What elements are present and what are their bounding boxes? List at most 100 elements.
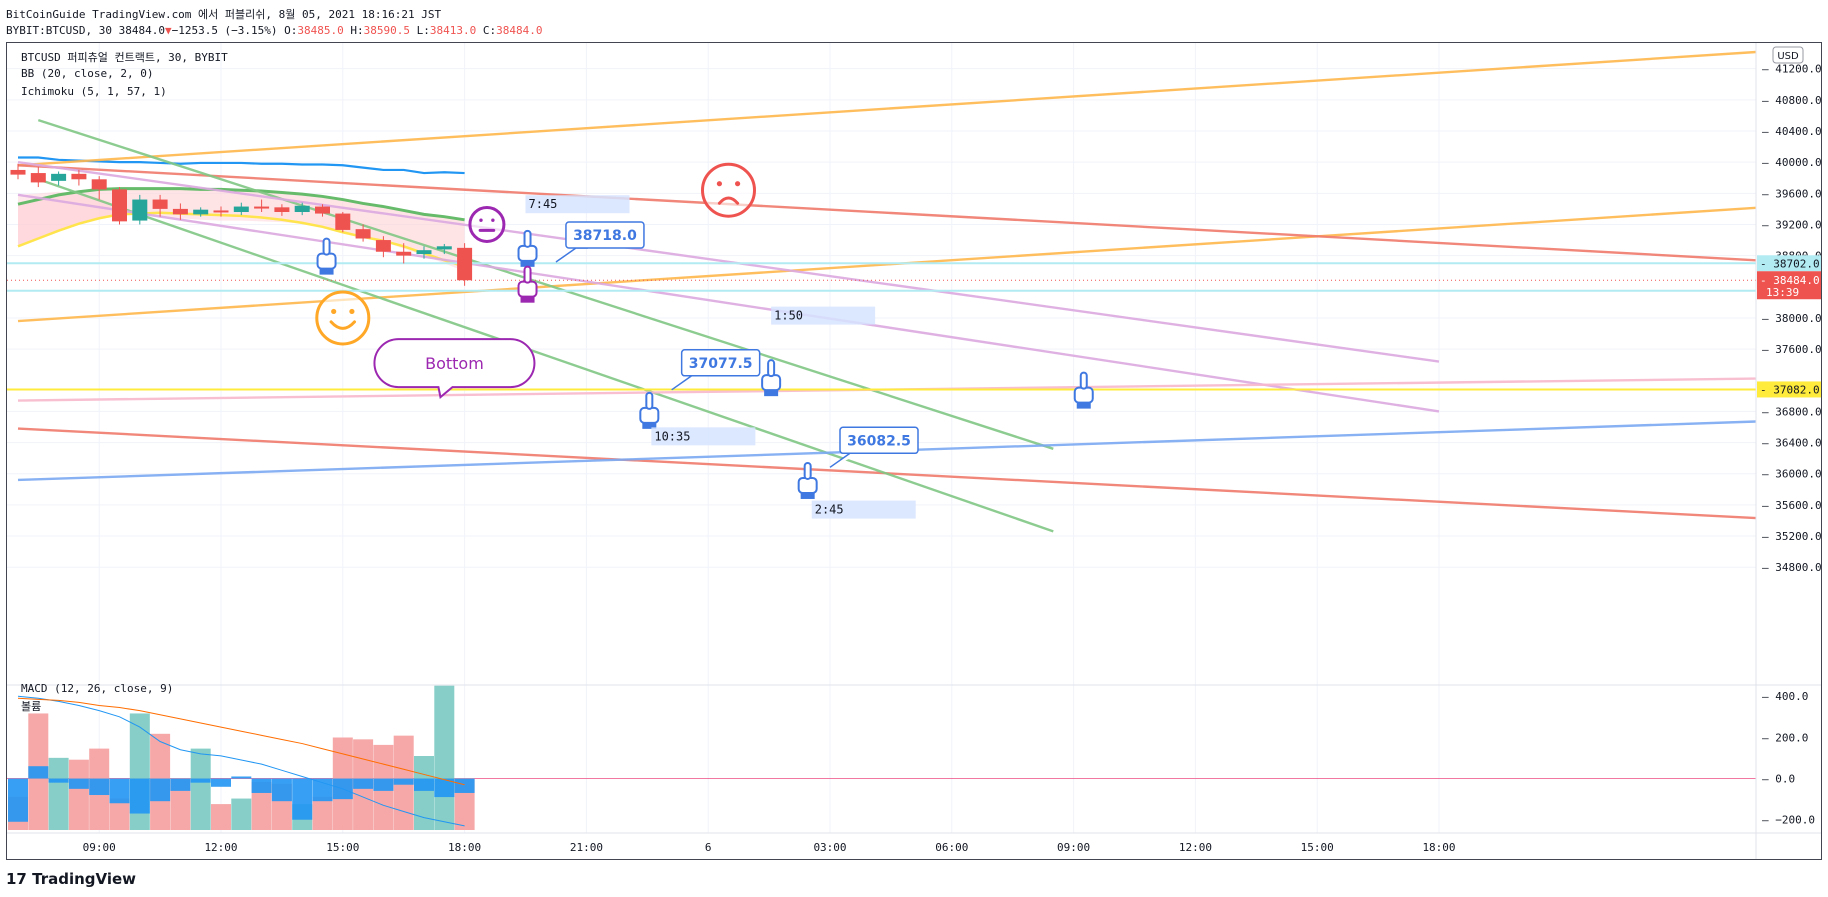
time-range-box[interactable]: 10:35 [651, 427, 756, 446]
price-change: −1253.5 (−3.15%) [171, 24, 278, 37]
macd-histogram-bar [292, 778, 313, 820]
volume-bar [211, 804, 231, 830]
candle-body[interactable] [315, 206, 330, 214]
hand-pointer-icon[interactable] [761, 359, 782, 397]
trend-line[interactable] [17, 164, 1757, 262]
candle-body[interactable] [457, 247, 473, 281]
time-range-box[interactable]: 2:45 [811, 500, 916, 519]
candle-body[interactable] [274, 207, 290, 213]
time-tick-label: 09:00 [1057, 841, 1090, 854]
candle-body[interactable] [152, 199, 168, 209]
trend-line[interactable] [37, 178, 1054, 533]
tradingview-logo[interactable]: 17 TradingView [6, 870, 136, 888]
trend-line[interactable] [17, 160, 1440, 363]
hand-cuff [520, 296, 535, 303]
macd-legend[interactable]: MACD (12, 26, close, 9) [21, 682, 174, 695]
macd-histogram-bar [190, 778, 211, 783]
emoji-eye [716, 181, 723, 187]
high-value: 38590.5 [363, 24, 411, 37]
hand-palm [517, 244, 538, 262]
candle-body[interactable] [172, 208, 188, 215]
time-range-box[interactable]: 7:45 [525, 195, 630, 214]
candle-body[interactable] [91, 179, 107, 190]
price-callout[interactable]: 37077.5 [671, 349, 761, 391]
candle-body[interactable] [30, 173, 46, 183]
price-callout[interactable]: 36082.5 [829, 426, 919, 468]
level-price-label: - 38702.0 [1760, 257, 1820, 270]
trend-line[interactable] [17, 206, 1757, 323]
candle-body[interactable] [335, 213, 351, 230]
trend-line[interactable] [17, 50, 1757, 167]
macd-signal-line[interactable] [17, 697, 465, 786]
price-tick-label: — 40800.0 [1762, 94, 1821, 107]
macd-histogram-bar [434, 778, 455, 798]
candle-body[interactable] [396, 251, 412, 256]
candle-body[interactable] [294, 205, 310, 213]
time-box-label: 10:35 [654, 429, 690, 443]
hand-finger [645, 391, 654, 410]
volume-legend[interactable]: 볼륨 [21, 700, 42, 713]
candle-body[interactable] [416, 250, 432, 255]
time-tick-label: 12:00 [204, 841, 237, 854]
sad-face-icon[interactable] [701, 162, 756, 218]
candle-body[interactable] [132, 199, 148, 221]
emoji-eye [349, 308, 355, 315]
candle-body[interactable] [213, 210, 229, 213]
volume-bar [48, 757, 69, 830]
currency-badge[interactable] [1772, 46, 1804, 64]
last-price-badge[interactable] [1757, 271, 1821, 300]
price-callout[interactable]: 38718.0 [555, 221, 645, 263]
candle-body[interactable] [436, 246, 452, 250]
price-tick-label: — 39200.0 [1762, 218, 1821, 231]
down-arrow-icon: ▼ [164, 24, 172, 37]
macd-histogram-bar [373, 778, 394, 791]
hand-finger [523, 265, 532, 284]
macd-histogram-bar [8, 778, 28, 822]
bb-legend[interactable]: BB (20, close, 2, 0) [21, 67, 154, 80]
callout-pointer [555, 247, 588, 263]
close-value: 38484.0 [496, 24, 543, 37]
hand-palm [797, 476, 818, 494]
hand-cuff [764, 390, 779, 397]
price-tick-label: — 34800.0 [1762, 561, 1821, 574]
volume-bar [312, 796, 333, 830]
trend-line[interactable] [17, 193, 1440, 413]
hand-pointer-icon[interactable] [639, 391, 660, 429]
symbol-legend[interactable]: BTCUSD 퍼피츄얼 컨트랙트, 30, BYBIT [21, 51, 228, 64]
hand-cuff [520, 260, 535, 267]
candle-body[interactable] [51, 173, 67, 181]
hand-pointer-icon[interactable] [517, 229, 538, 267]
time-box-bg [771, 306, 876, 325]
macd-histogram-bar [271, 778, 292, 802]
candle-body[interactable] [254, 206, 270, 209]
time-range-box[interactable]: 1:50 [771, 306, 876, 325]
candle-body[interactable] [10, 169, 26, 175]
speech-bubble-text: Bottom [425, 354, 484, 373]
trend-line[interactable] [37, 118, 1054, 450]
candle-body[interactable] [355, 229, 371, 239]
ichimoku-legend[interactable]: Ichimoku (5, 1, 57, 1) [21, 85, 167, 98]
price-tick-label: — 36800.0 [1762, 405, 1821, 418]
neutral-face-icon[interactable] [468, 205, 506, 243]
emoji-face [315, 290, 371, 346]
emoji-face [701, 162, 756, 218]
hand-pointer-icon[interactable] [797, 461, 818, 499]
candle-body[interactable] [233, 206, 249, 213]
price-chart[interactable]: 38718.0 37077.5 36082.5 7:45 1:50 10:35 2:45 Bo… [7, 43, 1821, 859]
hand-pointer-icon[interactable] [316, 237, 337, 275]
candle-body[interactable] [71, 173, 87, 180]
volume-bar [170, 778, 191, 830]
hand-pointer-icon[interactable] [1073, 371, 1094, 409]
macd-line[interactable] [17, 695, 465, 827]
hand-pointer-icon[interactable] [517, 265, 538, 303]
bar-countdown-label: 13:39 [1766, 286, 1799, 299]
bottom-speech-bubble[interactable]: Bottom [373, 338, 536, 399]
happy-face-icon[interactable] [315, 290, 371, 346]
kijun-line[interactable] [17, 187, 465, 222]
candle-body[interactable] [112, 189, 127, 222]
candle-body[interactable] [375, 240, 391, 252]
macd-histogram-bar [129, 778, 150, 814]
chart-frame[interactable]: 38718.0 37077.5 36082.5 7:45 1:50 10:35 2:45 Bo… [6, 42, 1822, 860]
candle-body[interactable] [193, 209, 209, 215]
hand-finger [767, 359, 776, 378]
